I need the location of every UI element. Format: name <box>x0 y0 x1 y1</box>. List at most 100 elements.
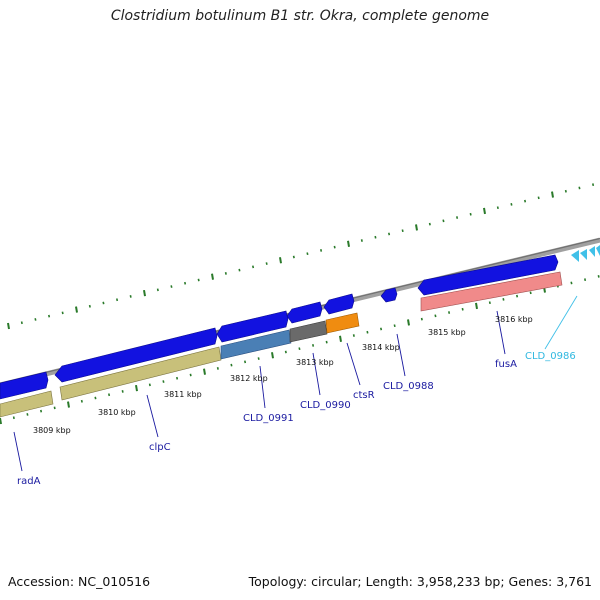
minor-tick <box>184 281 187 285</box>
minor-tick <box>224 272 227 275</box>
accession-text: Accession: NC_010516 <box>8 574 151 589</box>
major-tick <box>407 319 410 326</box>
topology-text: Topology: circular; Length: 3,958,233 bp… <box>248 574 592 589</box>
minor-tick <box>434 314 437 318</box>
minor-tick <box>148 383 151 387</box>
minor-tick <box>380 327 383 331</box>
minor-tick <box>108 393 111 397</box>
gene-label-ctsR[interactable]: ctsR <box>353 390 375 401</box>
minor-tick <box>156 288 159 292</box>
gene-label-fusA[interactable]: fusA <box>495 359 517 370</box>
minor-tick <box>94 396 97 400</box>
gene-label-CLD_0990[interactable]: CLD_0990 <box>300 400 351 411</box>
minor-tick <box>360 239 363 242</box>
minor-tick <box>442 219 445 223</box>
minor-tick <box>456 216 459 219</box>
gene-arrow-cyan-2[interactable] <box>580 249 587 260</box>
minor-tick <box>48 314 51 318</box>
gene-arrow-cyan-4[interactable] <box>596 245 600 256</box>
minor-tick <box>488 301 491 305</box>
gene-arrow-clpC-upper[interactable] <box>54 327 218 383</box>
gene-label-clpC[interactable]: clpC <box>149 442 171 453</box>
minor-tick <box>524 199 527 203</box>
minor-tick <box>162 380 165 383</box>
gene-labels: radA clpC CLD_0991 CLD_0990 ctsR CLD_098… <box>17 351 576 487</box>
minor-tick <box>80 399 83 403</box>
gene-track-forward <box>0 254 559 400</box>
minor-tick <box>12 416 15 420</box>
minor-tick <box>40 409 43 413</box>
tick-label-3811: 3811 kbp <box>164 390 202 399</box>
major-tick <box>135 384 138 392</box>
minor-tick <box>26 413 29 416</box>
gene-bar-clpC[interactable] <box>59 346 222 401</box>
minor-tick <box>265 262 268 265</box>
major-tick <box>279 257 282 264</box>
minor-tick <box>197 278 200 282</box>
tick-label-3810: 3810 kbp <box>98 408 136 417</box>
minor-tick <box>352 334 355 337</box>
minor-tick <box>584 278 587 282</box>
gene-arrow-cyan-3[interactable] <box>589 246 595 257</box>
minor-tick <box>252 265 255 269</box>
minor-tick <box>320 249 323 252</box>
gene-bar-fusA[interactable] <box>420 271 563 312</box>
minor-tick <box>461 307 464 311</box>
gene-label-radA[interactable]: radA <box>17 476 41 487</box>
minor-tick <box>129 295 132 298</box>
minor-tick <box>121 390 124 393</box>
gene-arrow-CLD_0991-upper[interactable] <box>216 310 289 343</box>
minor-tick <box>306 252 309 256</box>
major-tick <box>483 207 486 215</box>
major-tick <box>415 224 418 231</box>
minor-tick <box>284 350 287 354</box>
minor-tick <box>592 183 595 187</box>
major-tick <box>347 240 350 247</box>
major-tick <box>211 273 214 280</box>
minor-tick <box>502 298 505 301</box>
major-tick <box>203 368 206 375</box>
minor-tick <box>333 245 336 249</box>
minor-tick <box>374 235 377 239</box>
minor-tick <box>401 229 404 233</box>
gene-bar-raDA[interactable] <box>0 390 54 418</box>
major-tick <box>75 306 78 313</box>
minor-tick <box>469 212 472 216</box>
minor-tick <box>312 344 315 347</box>
tick-label-3815: 3815 kbp <box>428 328 466 337</box>
minor-tick <box>537 196 540 200</box>
gene-arrow-fusA-upper[interactable] <box>417 254 559 296</box>
minor-tick <box>88 304 91 308</box>
gene-arrow-cyan-1[interactable] <box>571 250 579 262</box>
gene-label-CLD_0986[interactable]: CLD_0986 <box>525 351 576 362</box>
tick-label-3809: 3809 kbp <box>33 426 71 435</box>
minor-tick <box>244 360 247 364</box>
inner-tick-row <box>0 275 600 425</box>
minor-tick <box>170 285 173 288</box>
gene-arrow-CLD_0988-upper[interactable] <box>380 287 398 303</box>
minor-tick <box>216 367 219 370</box>
minor-tick <box>597 275 600 278</box>
gene-arrow-CLD_0990-upper[interactable] <box>286 301 323 324</box>
minor-tick <box>34 318 37 321</box>
gene-bar-CLD_0991[interactable] <box>220 329 292 360</box>
minor-tick <box>448 311 451 314</box>
gene-label-CLD_0988[interactable]: CLD_0988 <box>383 381 434 392</box>
major-tick <box>339 335 342 342</box>
gene-arrow-raDA-upper[interactable] <box>0 371 49 400</box>
minor-tick <box>230 363 233 367</box>
gene-bar-CLD_0990[interactable] <box>289 320 328 343</box>
minor-tick <box>102 301 105 305</box>
gene-arrow-ctsR-upper[interactable] <box>323 293 355 315</box>
gene-track-cog <box>0 271 563 418</box>
map-title: Clostridium botulinum B1 str. Okra, comp… <box>110 8 490 24</box>
major-tick <box>67 401 70 408</box>
minor-tick <box>578 186 581 190</box>
gene-label-CLD_0991[interactable]: CLD_0991 <box>243 413 294 424</box>
minor-tick <box>20 321 23 325</box>
minor-tick <box>292 255 295 259</box>
gene-bar-ctsR[interactable] <box>325 312 360 334</box>
minor-tick <box>496 206 499 210</box>
minor-tick <box>366 330 369 334</box>
gene-cluster-CLD_0986 <box>571 245 600 262</box>
